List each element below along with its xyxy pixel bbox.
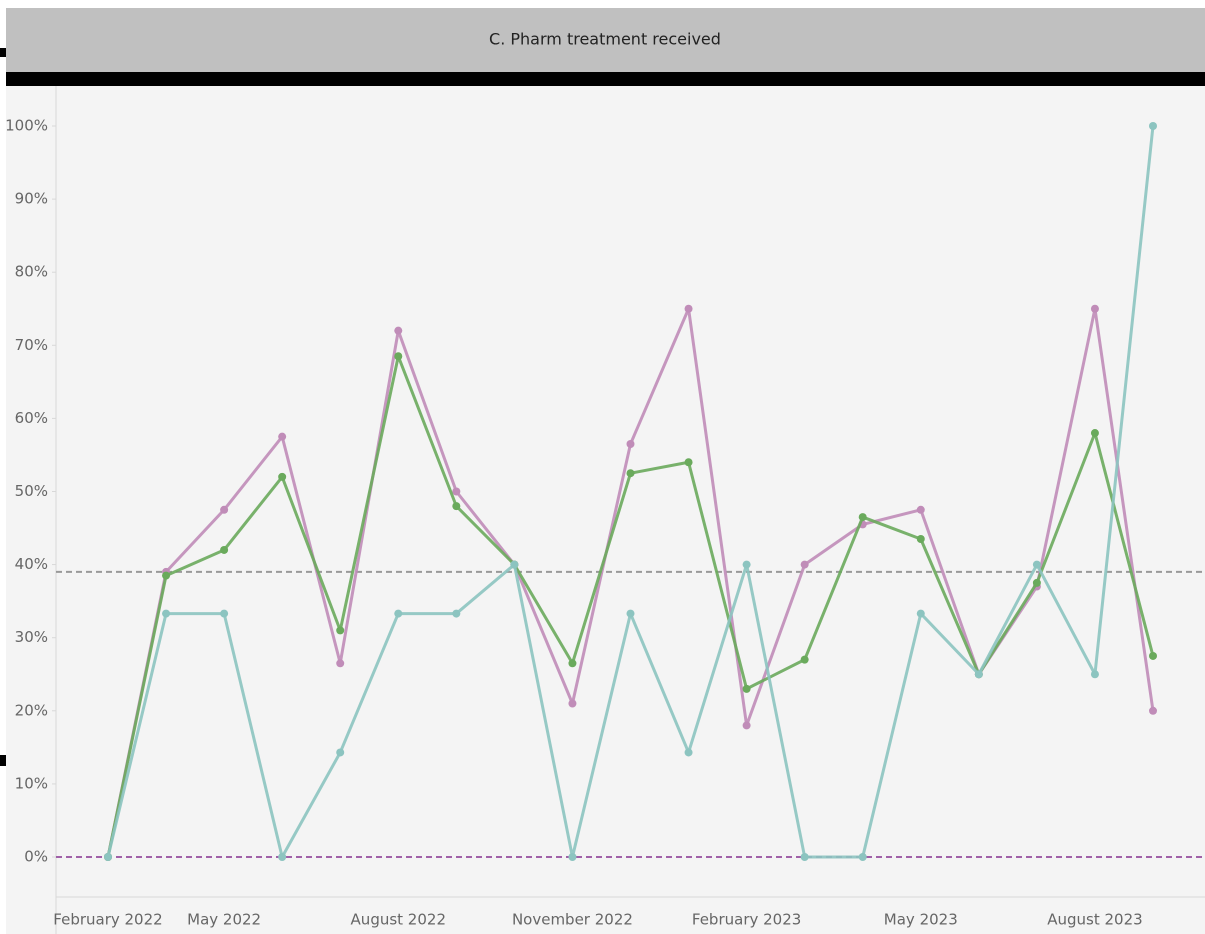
header-bar (6, 8, 1205, 72)
data-point (742, 560, 751, 569)
data-point (626, 439, 635, 448)
data-point (684, 304, 693, 313)
data-point (162, 609, 171, 618)
data-point (1149, 651, 1157, 660)
data-point (858, 513, 867, 522)
data-point (1090, 429, 1099, 438)
data-point (278, 472, 287, 481)
data-point (916, 609, 925, 618)
data-point (800, 560, 809, 569)
y-tick-label: 100% (5, 117, 48, 135)
y-tick-label: 40% (15, 555, 48, 573)
y-tick-label: 30% (15, 628, 48, 646)
data-point (568, 699, 577, 708)
data-point (510, 560, 519, 569)
data-point (800, 655, 809, 664)
data-point (394, 352, 403, 361)
chart-title: C. Pharm treatment received (489, 30, 721, 49)
data-point (394, 326, 403, 335)
data-point (452, 609, 461, 618)
y-tick-label: 10% (15, 774, 48, 792)
x-tick-label: February 2022 (53, 911, 162, 929)
data-point (220, 609, 229, 618)
data-point (1149, 122, 1157, 130)
data-point (800, 853, 809, 861)
data-point (278, 432, 287, 441)
x-tick-label: November 2022 (512, 911, 633, 929)
edge-mark (0, 48, 6, 57)
y-tick-label: 0% (24, 848, 48, 866)
data-point (1090, 304, 1099, 313)
data-point (626, 469, 635, 478)
data-point (684, 458, 693, 467)
x-tick-label: August 2023 (1047, 911, 1142, 929)
data-point (394, 609, 403, 618)
y-tick-label: 80% (15, 263, 48, 281)
x-tick-label: February 2023 (692, 911, 801, 929)
data-point (162, 571, 171, 580)
data-point (916, 505, 925, 514)
x-tick-label: May 2022 (187, 911, 261, 929)
x-tick-label: May 2023 (884, 911, 958, 929)
plot-background (6, 86, 1205, 934)
data-point (452, 502, 461, 511)
data-point (684, 748, 693, 757)
data-point (742, 684, 751, 693)
y-tick-label: 70% (15, 336, 48, 354)
data-point (336, 748, 345, 757)
data-point (742, 721, 751, 730)
header-border (6, 72, 1205, 86)
data-point (220, 505, 229, 514)
y-tick-label: 50% (15, 482, 48, 500)
data-point (568, 659, 577, 668)
data-point (1032, 560, 1041, 569)
data-point (858, 853, 867, 861)
data-point (568, 853, 577, 861)
data-point (336, 626, 345, 635)
data-point (278, 853, 287, 861)
data-point (916, 535, 925, 544)
data-point (1149, 706, 1157, 715)
edge-mark (0, 755, 6, 766)
data-point (974, 670, 983, 679)
y-tick-label: 20% (15, 701, 48, 719)
data-point (220, 545, 229, 554)
data-point (104, 853, 112, 861)
x-tick-label: August 2022 (351, 911, 446, 929)
data-point (452, 487, 461, 496)
data-point (336, 659, 345, 668)
data-point (1032, 578, 1041, 587)
y-tick-label: 90% (15, 190, 48, 208)
data-point (626, 609, 635, 618)
data-point (1090, 670, 1099, 679)
y-tick-label: 60% (15, 409, 48, 427)
